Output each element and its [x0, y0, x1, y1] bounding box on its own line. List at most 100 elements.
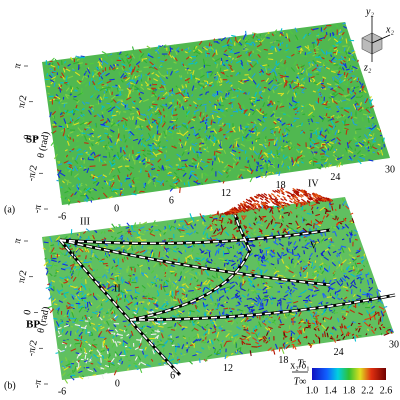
streak — [107, 145, 111, 150]
streak — [315, 101, 319, 104]
streak — [189, 139, 194, 144]
streak — [127, 274, 131, 277]
streak — [197, 182, 201, 185]
streak — [339, 32, 343, 36]
streak — [160, 330, 164, 332]
streak — [162, 348, 165, 352]
streak — [275, 137, 278, 142]
streak — [89, 267, 94, 272]
streak — [268, 262, 271, 266]
streak — [329, 332, 334, 335]
streak — [318, 92, 322, 95]
streak — [263, 298, 269, 301]
streak — [301, 258, 306, 263]
streak — [325, 141, 329, 144]
streak — [128, 51, 131, 55]
streak — [258, 46, 261, 51]
streak — [117, 362, 121, 366]
streak — [235, 140, 238, 147]
streak — [162, 286, 166, 293]
streak — [329, 284, 332, 288]
streak — [378, 319, 380, 325]
streak — [333, 309, 336, 313]
streak — [315, 268, 319, 272]
streak — [197, 150, 201, 157]
streak — [340, 160, 343, 166]
streak — [288, 291, 292, 298]
streak — [300, 235, 304, 238]
streak — [88, 301, 92, 307]
streak — [158, 321, 161, 324]
streak — [169, 361, 173, 365]
streak — [256, 164, 263, 168]
streak — [124, 127, 127, 130]
streak — [65, 323, 70, 327]
streak — [311, 67, 318, 72]
streak — [317, 327, 320, 332]
streak — [303, 327, 306, 332]
streak — [114, 351, 120, 357]
streak — [258, 305, 264, 308]
streak — [328, 59, 333, 64]
streak — [352, 266, 355, 270]
streak — [139, 190, 141, 194]
streak — [232, 157, 237, 162]
streak — [45, 267, 49, 270]
streak — [143, 142, 149, 145]
streak — [330, 137, 336, 142]
streak — [172, 321, 177, 324]
streak — [319, 100, 323, 103]
streak — [216, 227, 219, 232]
streak — [56, 270, 59, 273]
streak — [55, 93, 59, 97]
streak — [88, 322, 92, 326]
streak — [151, 310, 155, 313]
streak — [306, 68, 310, 71]
streak — [129, 172, 133, 176]
streak — [51, 57, 55, 62]
streak — [66, 315, 71, 322]
streak — [51, 110, 57, 116]
streak — [259, 38, 263, 42]
streak — [75, 55, 82, 59]
streak — [240, 282, 242, 289]
streak — [340, 61, 343, 65]
streak — [364, 125, 369, 128]
streak — [321, 94, 324, 98]
streak — [247, 160, 250, 164]
streak — [64, 278, 69, 283]
streak — [161, 344, 166, 348]
streak — [356, 294, 362, 298]
streak — [307, 297, 310, 302]
streak — [357, 59, 359, 63]
streak — [180, 103, 183, 108]
streak — [206, 249, 211, 252]
streak — [356, 150, 362, 155]
streak — [237, 87, 242, 91]
streak — [257, 53, 261, 58]
streak — [139, 99, 143, 103]
streak — [60, 84, 63, 88]
streak — [348, 247, 351, 252]
streak — [145, 229, 149, 232]
streak — [196, 321, 200, 325]
streak — [321, 29, 324, 33]
streak — [316, 310, 320, 314]
streak — [90, 200, 93, 203]
streak — [112, 175, 116, 178]
streak — [231, 34, 236, 37]
streak — [90, 302, 93, 305]
streak — [100, 83, 102, 88]
streak — [329, 337, 334, 340]
streak — [199, 166, 204, 171]
streak — [251, 36, 255, 40]
streak — [148, 171, 152, 177]
streak — [376, 127, 381, 131]
streak — [238, 106, 243, 111]
streak — [330, 87, 334, 91]
streak — [186, 163, 190, 167]
streak — [169, 70, 174, 76]
streak — [380, 147, 383, 150]
streak — [148, 120, 151, 125]
streak — [185, 294, 188, 297]
